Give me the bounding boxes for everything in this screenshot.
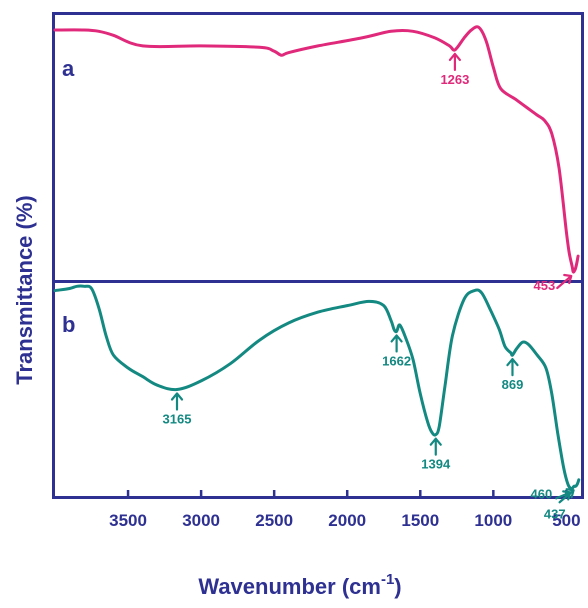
x-axis-title-sup: -1 [381, 571, 394, 588]
peak-annotations: 1263 453 3165 1662 1394 869 460 437 [163, 52, 575, 521]
peak-annotation-453: 453 [534, 273, 573, 293]
x-tick-label-2000: 2000 [328, 511, 366, 530]
peak-annotation-1263: 1263 [440, 52, 469, 87]
x-axis-title-close: ) [394, 574, 401, 599]
panel-b-label: b [62, 312, 75, 337]
peak-label-460: 460 [531, 486, 553, 501]
x-axis-title-text: Wavenumber (cm [198, 574, 381, 599]
x-axis-title: Wavenumber (cm-1) [198, 571, 401, 599]
x-tick-label-3500: 3500 [109, 511, 147, 530]
peak-arrow-453 [556, 273, 573, 290]
peak-label-1662: 1662 [382, 353, 411, 368]
peak-annotation-869: 869 [502, 358, 524, 392]
x-tick-label-3000: 3000 [182, 511, 220, 530]
series-b-line [53, 284, 581, 491]
peak-label-3165: 3165 [163, 412, 192, 427]
peak-arrow-1263 [448, 52, 462, 72]
x-axis-ticks: 3500 3000 2500 2000 1500 1000 500 [109, 490, 581, 530]
peak-annotation-3165: 3165 [163, 392, 192, 427]
peak-arrow-1662 [390, 334, 403, 353]
peak-arrow-437 [558, 488, 575, 504]
peak-label-869: 869 [502, 377, 524, 392]
peak-arrow-1394 [429, 437, 442, 456]
y-axis-title: Transmittance (%) [12, 195, 37, 385]
x-tick-label-1500: 1500 [401, 511, 439, 530]
panel-b-frame [52, 280, 584, 499]
x-tick-label-500: 500 [552, 511, 580, 530]
panel-a-frame [52, 12, 584, 283]
peak-annotation-1662: 1662 [382, 334, 411, 368]
peak-label-1394: 1394 [421, 457, 451, 472]
x-tick-label-2500: 2500 [255, 511, 293, 530]
panel-a-label: a [62, 56, 75, 81]
series-a-line [53, 25, 580, 274]
peak-label-437: 437 [544, 506, 566, 521]
peak-annotation-1394: 1394 [421, 437, 451, 472]
peak-label-453: 453 [534, 278, 556, 293]
x-tick-label-1000: 1000 [474, 511, 512, 530]
peak-label-1263: 1263 [440, 72, 469, 87]
peak-arrow-869 [506, 358, 519, 377]
peak-annotation-437: 437 [544, 488, 575, 521]
peak-arrow-3165 [170, 392, 184, 411]
